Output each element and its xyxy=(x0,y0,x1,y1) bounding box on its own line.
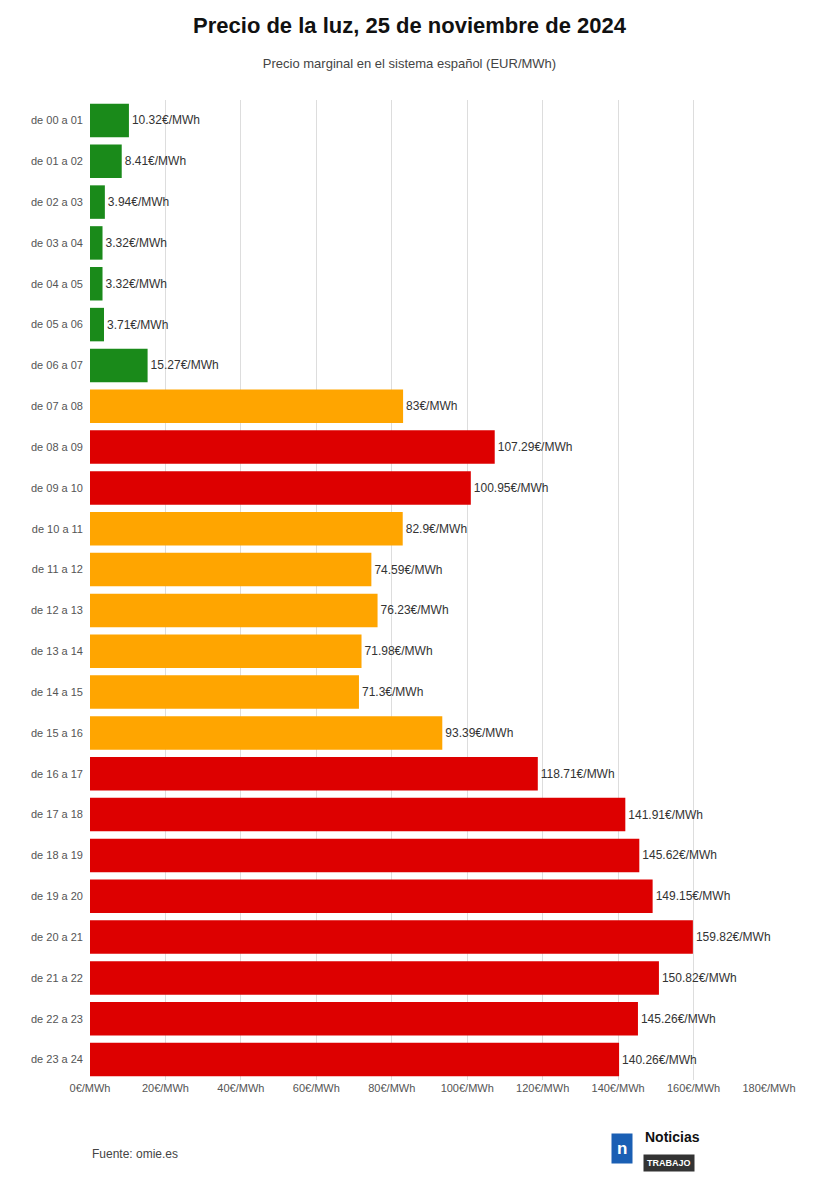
svg-text:140€/MWh: 140€/MWh xyxy=(592,1082,645,1094)
svg-text:3.32€/MWh: 3.32€/MWh xyxy=(106,277,167,291)
svg-text:de 07 a 08: de 07 a 08 xyxy=(31,400,83,412)
svg-text:107.29€/MWh: 107.29€/MWh xyxy=(498,440,573,454)
svg-text:de 18 a 19: de 18 a 19 xyxy=(31,849,83,861)
svg-text:60€/MWh: 60€/MWh xyxy=(293,1082,340,1094)
svg-text:Precio de la luz, 25 de noviem: Precio de la luz, 25 de noviembre de 202… xyxy=(193,13,627,38)
svg-text:Precio marginal en el sistema: Precio marginal en el sistema español (E… xyxy=(263,56,556,71)
svg-text:de 14 a 15: de 14 a 15 xyxy=(31,686,83,698)
svg-text:de 00 a 01: de 00 a 01 xyxy=(31,114,83,126)
svg-text:150.82€/MWh: 150.82€/MWh xyxy=(662,971,737,985)
svg-text:de 22 a 23: de 22 a 23 xyxy=(31,1013,83,1025)
svg-text:de 13 a 14: de 13 a 14 xyxy=(31,645,83,657)
svg-text:82.9€/MWh: 82.9€/MWh xyxy=(406,522,467,536)
svg-text:de 02 a 03: de 02 a 03 xyxy=(31,196,83,208)
svg-text:83€/MWh: 83€/MWh xyxy=(406,399,457,413)
svg-text:de 17 a 18: de 17 a 18 xyxy=(31,808,83,820)
svg-text:20€/MWh: 20€/MWh xyxy=(142,1082,189,1094)
svg-text:Noticias: Noticias xyxy=(645,1129,700,1145)
svg-text:180€/MWh: 180€/MWh xyxy=(742,1082,795,1094)
svg-text:159.82€/MWh: 159.82€/MWh xyxy=(696,930,771,944)
svg-text:3.94€/MWh: 3.94€/MWh xyxy=(108,195,169,209)
svg-text:de 05 a 06: de 05 a 06 xyxy=(31,318,83,330)
svg-text:de 10 a 11: de 10 a 11 xyxy=(32,523,83,535)
svg-text:141.91€/MWh: 141.91€/MWh xyxy=(628,808,703,822)
svg-text:de 20 a 21: de 20 a 21 xyxy=(31,931,83,943)
svg-text:de 06 a 07: de 06 a 07 xyxy=(31,359,83,371)
svg-text:de 03 a 04: de 03 a 04 xyxy=(31,237,83,249)
svg-text:100€/MWh: 100€/MWh xyxy=(441,1082,494,1094)
svg-text:71.3€/MWh: 71.3€/MWh xyxy=(362,685,423,699)
svg-text:149.15€/MWh: 149.15€/MWh xyxy=(656,889,731,903)
svg-text:145.26€/MWh: 145.26€/MWh xyxy=(641,1012,716,1026)
svg-text:74.59€/MWh: 74.59€/MWh xyxy=(374,563,442,577)
svg-text:n: n xyxy=(617,1139,627,1158)
svg-text:93.39€/MWh: 93.39€/MWh xyxy=(445,726,513,740)
svg-text:140.26€/MWh: 140.26€/MWh xyxy=(622,1053,697,1067)
svg-text:145.62€/MWh: 145.62€/MWh xyxy=(642,848,717,862)
svg-text:118.71€/MWh: 118.71€/MWh xyxy=(541,767,615,781)
svg-text:80€/MWh: 80€/MWh xyxy=(368,1082,415,1094)
svg-text:de 15 a 16: de 15 a 16 xyxy=(31,727,83,739)
svg-text:TRABAJO: TRABAJO xyxy=(647,1158,691,1168)
svg-text:15.27€/MWh: 15.27€/MWh xyxy=(151,358,219,372)
svg-text:76.23€/MWh: 76.23€/MWh xyxy=(381,603,449,617)
svg-text:40€/MWh: 40€/MWh xyxy=(217,1082,264,1094)
svg-text:de 16 a 17: de 16 a 17 xyxy=(31,768,83,780)
svg-text:100.95€/MWh: 100.95€/MWh xyxy=(474,481,549,495)
svg-text:10.32€/MWh: 10.32€/MWh xyxy=(132,113,200,127)
svg-text:de 21 a 22: de 21 a 22 xyxy=(31,972,83,984)
svg-text:3.71€/MWh: 3.71€/MWh xyxy=(107,318,168,332)
svg-text:de 12 a 13: de 12 a 13 xyxy=(31,604,83,616)
svg-text:de 23 a 24: de 23 a 24 xyxy=(31,1053,83,1065)
svg-text:de 04 a 05: de 04 a 05 xyxy=(31,278,83,290)
svg-text:3.32€/MWh: 3.32€/MWh xyxy=(106,236,167,250)
svg-text:Fuente: omie.es: Fuente: omie.es xyxy=(92,1147,178,1161)
svg-text:de 01 a 02: de 01 a 02 xyxy=(31,155,83,167)
svg-text:120€/MWh: 120€/MWh xyxy=(516,1082,569,1094)
svg-text:de 09 a 10: de 09 a 10 xyxy=(31,482,83,494)
svg-text:8.41€/MWh: 8.41€/MWh xyxy=(125,154,186,168)
svg-text:0€/MWh: 0€/MWh xyxy=(70,1082,111,1094)
svg-text:de 11 a 12: de 11 a 12 xyxy=(32,563,83,575)
svg-text:160€/MWh: 160€/MWh xyxy=(667,1082,720,1094)
svg-text:71.98€/MWh: 71.98€/MWh xyxy=(365,644,433,658)
svg-text:de 19 a 20: de 19 a 20 xyxy=(31,890,83,902)
svg-text:de 08 a 09: de 08 a 09 xyxy=(31,441,83,453)
